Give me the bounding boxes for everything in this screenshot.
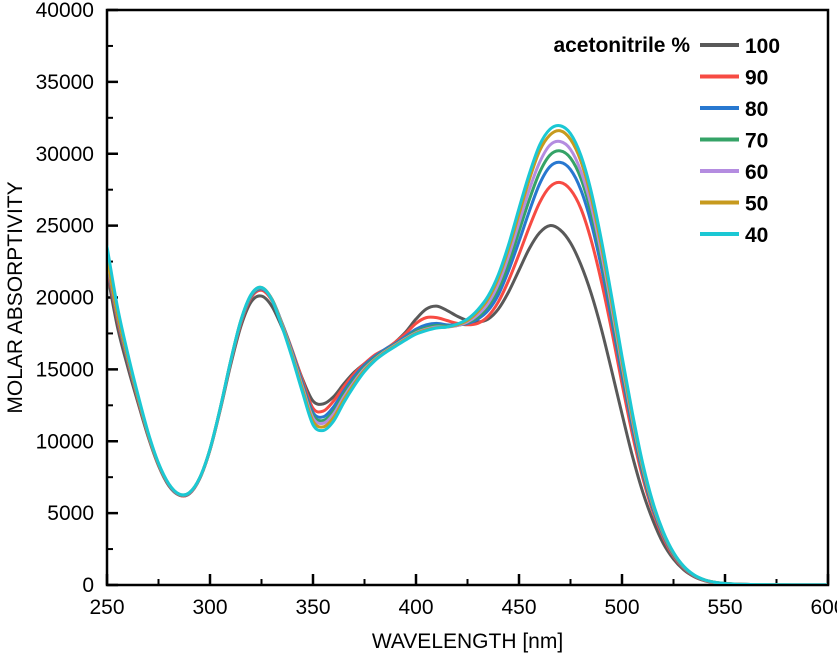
plot-frame xyxy=(105,8,830,587)
x-tick-label: 550 xyxy=(707,596,742,619)
legend-label-80: 80 xyxy=(745,98,768,121)
series-line-50 xyxy=(108,129,827,584)
series-line-80 xyxy=(108,160,827,584)
x-axis-title: WAVELENGTH [nm] xyxy=(372,630,563,653)
legend-label-70: 70 xyxy=(745,130,768,153)
legend-title: acetonitrile % xyxy=(553,34,690,57)
series-line-40 xyxy=(108,124,827,584)
y-axis-major-ticks xyxy=(107,8,118,587)
y-tick-label: 10000 xyxy=(36,430,94,453)
y-tick-label: 30000 xyxy=(36,143,94,166)
legend-label-60: 60 xyxy=(745,161,768,184)
x-tick-label: 250 xyxy=(89,596,124,619)
legend-entries: 100 90 80 70 60 50 40 xyxy=(700,35,780,247)
legend-label-100: 100 xyxy=(745,35,780,58)
x-tick-label: 450 xyxy=(501,596,536,619)
y-tick-label: 20000 xyxy=(36,287,94,310)
y-axis-tick-labels: 0 5000 10000 15000 20000 25000 30000 35000 40000 xyxy=(36,0,94,597)
legend-label-40: 40 xyxy=(745,224,768,247)
series-line-100 xyxy=(108,224,827,584)
y-tick-label: 0 xyxy=(82,574,94,597)
y-tick-label: 40000 xyxy=(36,0,94,22)
x-tick-label: 600 xyxy=(810,596,837,619)
legend: acetonitrile % 100 90 80 70 60 50 40 xyxy=(553,34,780,247)
y-axis-title: MOLAR ABSORPTIVITY xyxy=(4,181,27,413)
x-tick-label: 350 xyxy=(295,596,330,619)
legend-label-50: 50 xyxy=(745,193,768,216)
x-axis-tick-labels: 250 300 350 400 450 500 550 600 xyxy=(89,596,837,619)
y-tick-label: 15000 xyxy=(36,358,94,381)
data-series-lines xyxy=(108,124,827,584)
series-line-70 xyxy=(108,149,827,584)
x-tick-label: 400 xyxy=(398,596,433,619)
series-line-60 xyxy=(108,139,827,584)
series-line-90 xyxy=(108,180,827,584)
y-tick-label: 35000 xyxy=(36,71,94,94)
x-tick-label: 300 xyxy=(192,596,227,619)
y-tick-label: 5000 xyxy=(47,502,94,525)
y-tick-label: 25000 xyxy=(36,215,94,238)
legend-label-90: 90 xyxy=(745,67,768,90)
x-tick-label: 500 xyxy=(604,596,639,619)
